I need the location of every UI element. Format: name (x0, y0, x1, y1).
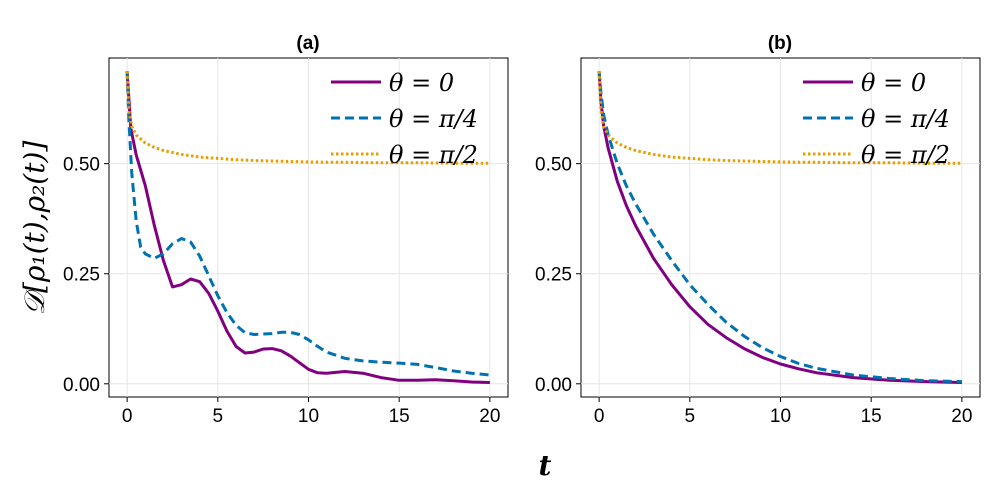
panel-title-a: (a) (296, 33, 319, 54)
legend-a: θ = 0 θ = π/4 θ = π/2 (331, 69, 478, 169)
grid-a (109, 58, 508, 397)
y-ticks-b: 0.00 0.25 0.50 (535, 155, 581, 396)
legend-label: θ = π/4 (861, 105, 950, 133)
x-ticks-b: 0 5 10 15 20 (594, 397, 972, 427)
x-tick-label: 10 (770, 406, 791, 427)
legend-label: θ = 0 (861, 69, 926, 97)
y-tick-label: 0.25 (535, 265, 572, 286)
x-ticks-a: 0 5 10 15 20 (122, 397, 500, 427)
y-tick-label: 0.00 (63, 375, 100, 396)
grid-b (581, 58, 980, 397)
x-tick-label: 10 (298, 406, 319, 427)
x-tick-label: 20 (951, 406, 972, 427)
x-tick-label: 20 (479, 406, 500, 427)
series-group-b (597, 71, 962, 384)
series-line-solid (597, 71, 962, 384)
y-ticks-a: 0.00 0.25 0.50 (63, 155, 109, 396)
y-tick-label: 0.25 (63, 265, 100, 286)
series-line-dotted (125, 71, 490, 165)
x-tick-label: 15 (389, 406, 410, 427)
x-tick-label: 5 (685, 406, 696, 427)
x-tick-label: 5 (213, 406, 224, 427)
series-line-dashed (597, 71, 962, 384)
panel-title-b: (b) (768, 33, 792, 54)
legend-label: θ = 0 (389, 69, 454, 97)
y-axis-label: 𝒟[ρ₁(t),ρ₂(t)] (18, 141, 51, 316)
x-tick-label: 0 (122, 406, 133, 427)
legend-label: θ = π/2 (389, 141, 478, 169)
series-line-solid (125, 71, 490, 384)
legend-label: θ = π/2 (861, 141, 950, 169)
y-tick-label: 0.50 (535, 155, 572, 176)
legend-label: θ = π/4 (389, 105, 478, 133)
series-group-a (125, 71, 491, 384)
legend-b: θ = 0 θ = π/4 θ = π/2 (803, 69, 950, 169)
x-tick-label: 0 (594, 406, 605, 427)
series-line-dashed (125, 71, 491, 377)
x-tick-label: 15 (861, 406, 882, 427)
series-line-dotted (597, 71, 962, 165)
x-axis-label: t (539, 449, 552, 482)
y-tick-label: 0.00 (535, 375, 572, 396)
y-tick-label: 0.50 (63, 155, 100, 176)
panel-a: (a) 0 5 10 15 20 0.000.250.50 θ = 0θ = π/4θ … (63, 33, 509, 427)
panel-b: (b) 0 5 10 15 20 0.000.250.50 θ = 0θ = π/4θ … (535, 33, 981, 427)
